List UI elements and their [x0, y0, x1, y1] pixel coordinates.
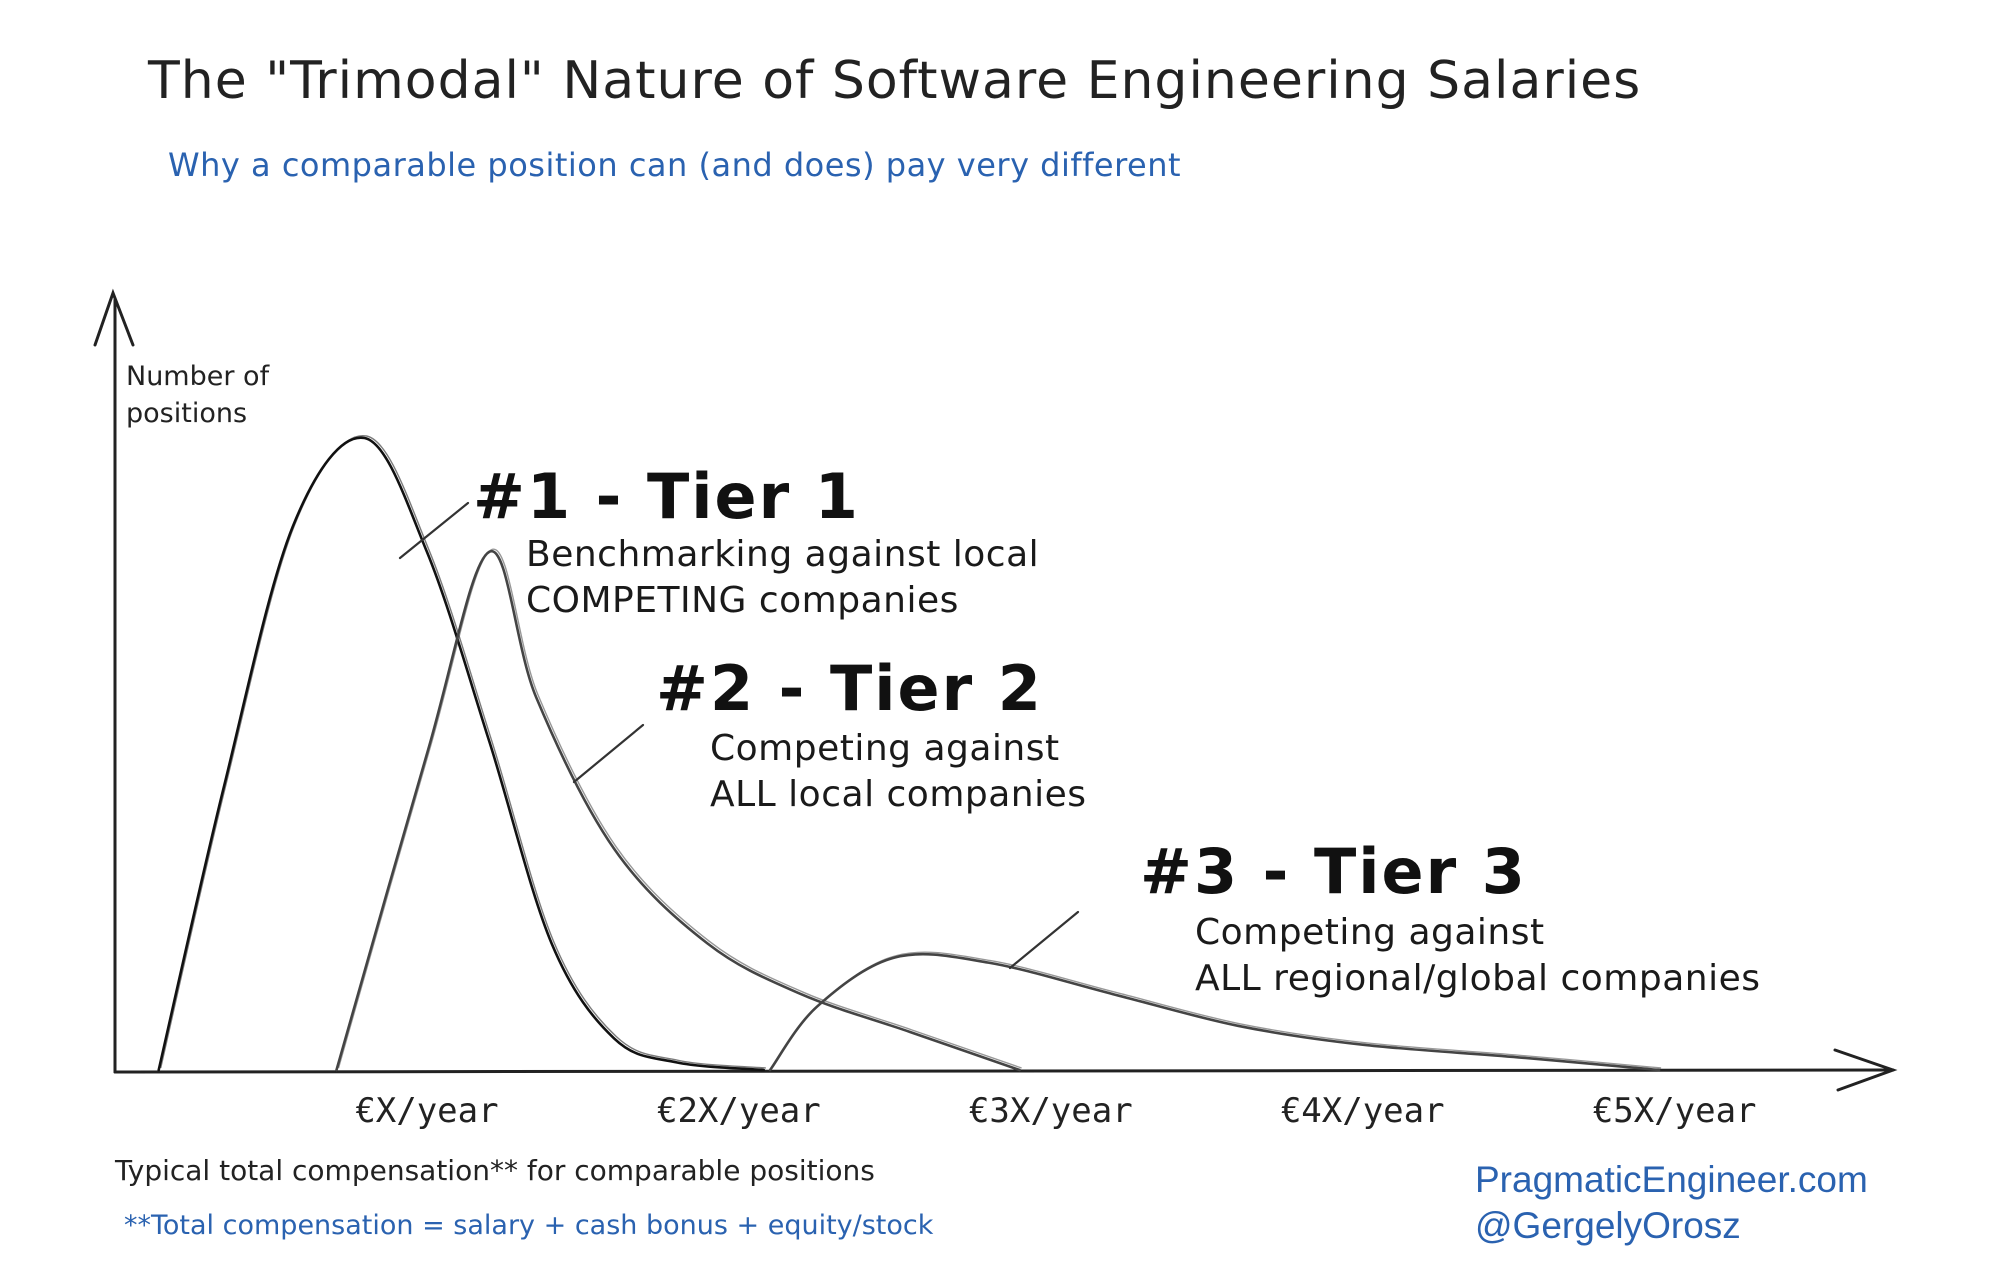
x-axis-arrow: [1833, 1048, 1898, 1092]
tier-3-leader-line: [1008, 910, 1080, 970]
y-axis-label-line-2: positions: [126, 398, 247, 429]
y-axis-arrow: [93, 288, 135, 347]
x-tick-label-3: €3X/year: [969, 1091, 1133, 1131]
chart-title: The "Trimodal" Nature of Software Engine…: [147, 51, 1641, 111]
tier-2-curve: [335, 550, 1021, 1072]
tier-3-curve: [768, 952, 1661, 1072]
tier-1-leader-line: [398, 501, 470, 560]
tier-2-desc-line-1: Competing against: [710, 728, 1060, 769]
tier-3-desc-line-1: Competing against: [1195, 912, 1545, 953]
x-tick-label-1: €X/year: [355, 1091, 498, 1131]
x-tick-label-4: €4X/year: [1281, 1091, 1445, 1131]
x-axis-label: Typical total compensation** for compara…: [114, 1154, 875, 1187]
tier-3-desc-line-2: ALL regional/global companies: [1195, 958, 1761, 999]
leader-lines: [398, 501, 1080, 970]
credit-handle: @GergelyOrosz: [1475, 1205, 1741, 1246]
x-axis-line: [113, 1068, 1895, 1074]
tier-1-desc-line-1: Benchmarking against local: [526, 534, 1039, 575]
tier-3-heading: #3 - Tier 3: [1140, 835, 1527, 908]
x-tick-label-2: €2X/year: [657, 1091, 821, 1131]
y-axis-label-line-1: Number of: [126, 361, 271, 392]
distribution-curves: [157, 435, 1662, 1072]
tier-2-desc-line-2: ALL local companies: [710, 774, 1087, 815]
tier-2-leader-line: [572, 723, 645, 784]
tier-1-curve: [157, 436, 766, 1072]
credit-site: PragmaticEngineer.com: [1475, 1159, 1868, 1200]
tier-2-curve-shadow: [337, 548, 1022, 1069]
x-tick-labels: €X/year €2X/year €3X/year €4X/year €5X/year: [355, 1091, 1756, 1131]
chart-subtitle: Why a comparable position can (and does)…: [168, 146, 1181, 184]
tier-1-desc-line-2: COMPETING companies: [526, 580, 959, 621]
tier-1-curve-shadow: [160, 435, 766, 1069]
tier-1-heading: #1 - Tier 1: [473, 460, 860, 533]
tier-2-heading: #2 - Tier 2: [656, 652, 1043, 725]
footnote: **Total compensation = salary + cash bon…: [124, 1210, 934, 1241]
x-tick-label-5: €5X/year: [1593, 1091, 1757, 1131]
axes: [93, 288, 1898, 1092]
